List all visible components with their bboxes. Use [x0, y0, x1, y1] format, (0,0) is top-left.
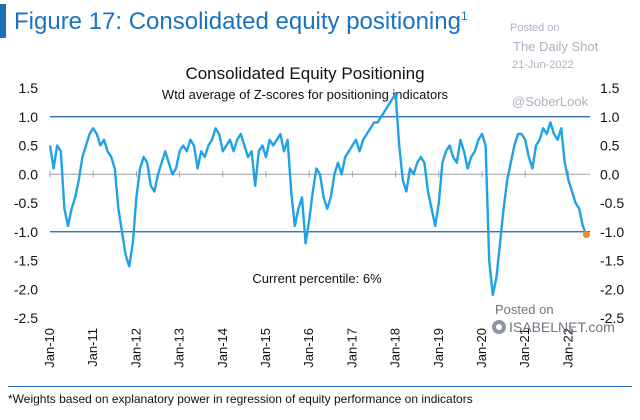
- isabelnet-logo: ISABELNET.com: [492, 319, 615, 335]
- y-tick-label-left: 1.0: [19, 109, 39, 125]
- watermark-date: 21-Jun-2022: [512, 59, 574, 71]
- watermark-posted-on-2: Posted on: [495, 302, 554, 317]
- footnote: *Weights based on explanatory power in r…: [8, 392, 473, 406]
- title-accent-bar: [0, 4, 6, 38]
- x-tick-label: Jan-17: [344, 328, 359, 368]
- x-tick-label: Jan-13: [172, 328, 187, 368]
- y-tick-label-left: -1.5: [14, 253, 38, 269]
- y-tick-label-left: -1.0: [14, 224, 38, 240]
- y-tick-label-right: -1.0: [600, 224, 624, 240]
- y-tick-label-right: -2.5: [600, 310, 624, 326]
- y-tick-label-left: -2.5: [14, 310, 38, 326]
- x-tick-label: Jan-21: [517, 328, 532, 368]
- y-tick-label-right: 0.5: [600, 138, 620, 154]
- series-line-1: [48, 92, 588, 297]
- y-tick-label-right: -1.5: [600, 253, 624, 269]
- y-tick-label-right: -0.5: [600, 195, 624, 211]
- y-tick-label-right: -2.0: [600, 281, 624, 297]
- x-tick-label: Jan-12: [128, 328, 143, 368]
- y-tick-label-left: 0.0: [19, 166, 39, 182]
- current-point-marker: [582, 231, 590, 239]
- x-tick-label: Jan-18: [388, 328, 403, 368]
- line-chart: Consolidated Equity Positioning Wtd aver…: [14, 64, 624, 368]
- x-tick-label: Jan-11: [85, 328, 100, 367]
- watermark-source: The Daily Shot: [513, 39, 599, 54]
- y-tick-label-left: -0.5: [14, 195, 38, 211]
- x-tick-label: Jan-16: [301, 328, 316, 368]
- x-tick-label: Jan-19: [431, 328, 446, 368]
- watermark-site: ISABELNET.com: [509, 319, 615, 335]
- x-tick-label: Jan-14: [215, 328, 230, 368]
- y-tick-label-left: 1.5: [19, 80, 39, 96]
- axes-group: 1.5 1.5 1.0 1.0 0.5 0.5 0.0 0.0 -0.5 -0.5 -1.0 -1.0…: [14, 80, 624, 368]
- y-tick-label-right: 0.0: [600, 166, 620, 182]
- chart-title: Consolidated Equity Positioning: [185, 64, 424, 83]
- footnote-divider: [8, 386, 632, 387]
- plot-area: [48, 92, 590, 297]
- x-tick-label: Jan-10: [42, 328, 57, 368]
- x-tick-label: Jan-15: [258, 328, 273, 368]
- watermark-handle: @SoberLook: [512, 94, 589, 109]
- y-tick-label-right: 1.5: [600, 80, 620, 96]
- x-tick-label: Jan-20: [474, 328, 489, 368]
- figure-title-superscript: 1: [460, 9, 468, 23]
- y-tick-label-left: 0.5: [19, 138, 39, 154]
- figure-title-text: Figure 17: Consolidated equity positioni…: [14, 8, 461, 35]
- x-tick-label: Jan-22: [560, 328, 575, 368]
- y-tick-label-right: 1.0: [600, 109, 620, 125]
- chart-annotation: Current percentile: 6%: [252, 271, 382, 286]
- watermark-posted-on: Posted on: [510, 22, 560, 34]
- y-tick-label-left: -2.0: [14, 281, 38, 297]
- chart-subtitle: Wtd average of Z-scores for positioning …: [162, 87, 449, 102]
- figure-title: Figure 17: Consolidated equity positioni…: [14, 8, 468, 36]
